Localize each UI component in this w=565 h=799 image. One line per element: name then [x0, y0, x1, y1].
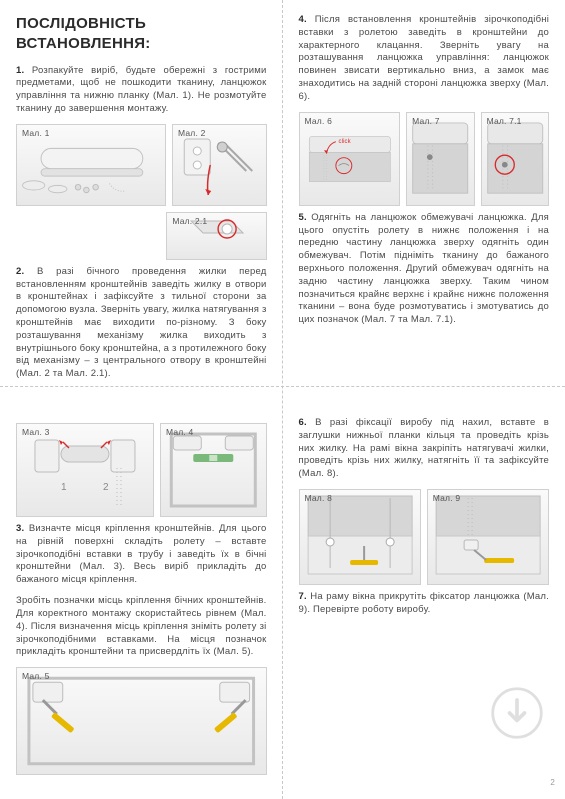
figure-7-1-label: Мал. 7.1 [487, 116, 522, 127]
step-1-text: 1. Розпакуйте виріб, будьте обережні з г… [16, 65, 267, 116]
figure-5: Мал. 5 [16, 667, 267, 775]
step-4-text: 4. Після встановлення кронштейнів зірочк… [299, 14, 550, 104]
section-1-2: ПОСЛІДОВНІСТЬ ВСТАНОВЛЕННЯ: 1. Розпакуйт… [0, 0, 283, 403]
step-3a-text: 3. Визначте місця кріплення кронштейнів.… [16, 523, 267, 587]
figure-2-1-label: Мал. 2.1 [172, 216, 207, 227]
figure-4: Мал. 4 [160, 423, 267, 517]
step-2-body: В разі бічного проведення жилки перед вс… [16, 266, 267, 380]
step-5-text: 5. Одягніть на ланцюжок обмежувачі ланцю… [299, 212, 550, 327]
figure-1: Мал. 1 [16, 124, 166, 206]
figure-4-label: Мал. 4 [166, 427, 194, 438]
figure-2: Мал. 2 [172, 124, 267, 206]
figure-9: Мал. 9 [427, 489, 549, 585]
step-5-body: Одягніть на ланцюжок обмежувачі ланцюжка… [299, 212, 550, 326]
section-6-7: 6. В разі фіксації виробу під нахил, вст… [283, 403, 565, 795]
step-3a-body: Визначте місця кріплення кронштейнів. Дл… [16, 523, 267, 585]
figure-3-label: Мал. 3 [22, 427, 50, 438]
figure-2-1: Мал. 2.1 [166, 212, 266, 260]
section-3: Мал. 3 1 2 Мал. 4 3. Визначте місця кріпл… [0, 403, 283, 795]
figure-1-label: Мал. 1 [22, 128, 50, 139]
figure-7-1: Мал. 7.1 [481, 112, 549, 206]
figure-6-label: Мал. 6 [305, 116, 333, 127]
svg-text:1: 1 [61, 482, 67, 493]
figure-9-label: Мал. 9 [433, 493, 461, 504]
step-3b-text: Зробіть позначки місць кріплення бічних … [16, 595, 267, 659]
figure-3: Мал. 3 1 2 [16, 423, 154, 517]
step-7-body: На раму вікна прикрутіть фіксатор ланцюж… [299, 591, 550, 615]
figure-7: Мал. 7 [406, 112, 474, 206]
page-number: 2 [550, 778, 555, 789]
figure-6: Мал. 6 click [299, 112, 401, 206]
figure-8-label: Мал. 8 [305, 493, 333, 504]
figure-7-label: Мал. 7 [412, 116, 440, 127]
svg-text:2: 2 [103, 482, 109, 493]
figure-2-label: Мал. 2 [178, 128, 206, 139]
step-6-body: В разі фіксації виробу під нахил, вставт… [299, 417, 550, 479]
step-7-text: 7. На раму вікна прикрутіть фіксатор лан… [299, 591, 550, 617]
section-4-5: 4. Після встановлення кронштейнів зірочк… [283, 0, 565, 403]
figure-5-label: Мал. 5 [22, 671, 50, 682]
step-1-body: Розпакуйте виріб, будьте обережні з гост… [16, 65, 267, 114]
figure-8: Мал. 8 [299, 489, 421, 585]
page-title: ПОСЛІДОВНІСТЬ ВСТАНОВЛЕННЯ: [16, 14, 267, 55]
watermark-icon [489, 685, 545, 741]
step-6-text: 6. В разі фіксації виробу під нахил, вст… [299, 417, 550, 481]
step-2-text: 2. В разі бічного проведення жилки перед… [16, 266, 267, 381]
click-text: click [338, 139, 350, 145]
step-4-body: Після встановлення кронштейнів зірочкопо… [299, 14, 550, 102]
